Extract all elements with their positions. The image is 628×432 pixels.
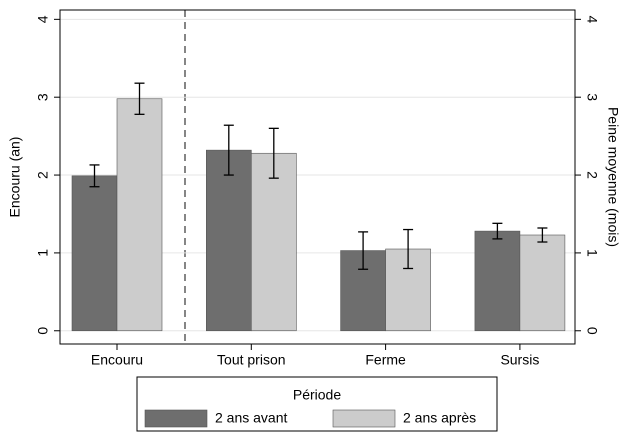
y-tick-label: 0 xyxy=(35,327,51,335)
bar xyxy=(474,230,521,332)
y-tick-label: 3 xyxy=(35,93,51,101)
y-tick-label: 2 xyxy=(35,171,51,179)
y-tick-label: 1 xyxy=(35,249,51,257)
y2-tick-label: 1 xyxy=(584,249,600,257)
y-tick-label: 4 xyxy=(35,15,51,23)
y-axis-title: Encouru (an) xyxy=(7,137,23,218)
x-tick-label: Sursis xyxy=(500,352,539,368)
y2-tick-label: 0 xyxy=(584,327,600,335)
y2-tick-label: 2 xyxy=(584,171,600,179)
bar xyxy=(251,152,297,332)
bar xyxy=(116,98,163,332)
plot-frame xyxy=(59,9,576,345)
bar xyxy=(519,234,566,332)
legend-swatch xyxy=(332,409,396,428)
x-tick-label: Encouru xyxy=(91,352,143,368)
y2-tick-label: 4 xyxy=(584,15,600,23)
x-tick-label: Tout prison xyxy=(217,352,285,368)
x-tick-label: Ferme xyxy=(365,352,406,368)
y2-tick-label: 3 xyxy=(584,93,600,101)
legend-swatch xyxy=(144,409,208,428)
legend-title: Période xyxy=(293,387,341,403)
legend-label: 2 ans avant xyxy=(215,410,287,426)
bar xyxy=(206,149,252,332)
bar xyxy=(71,175,118,332)
y2-axis-title: Peine moyenne (mois) xyxy=(605,107,621,247)
legend-label: 2 ans après xyxy=(403,410,476,426)
